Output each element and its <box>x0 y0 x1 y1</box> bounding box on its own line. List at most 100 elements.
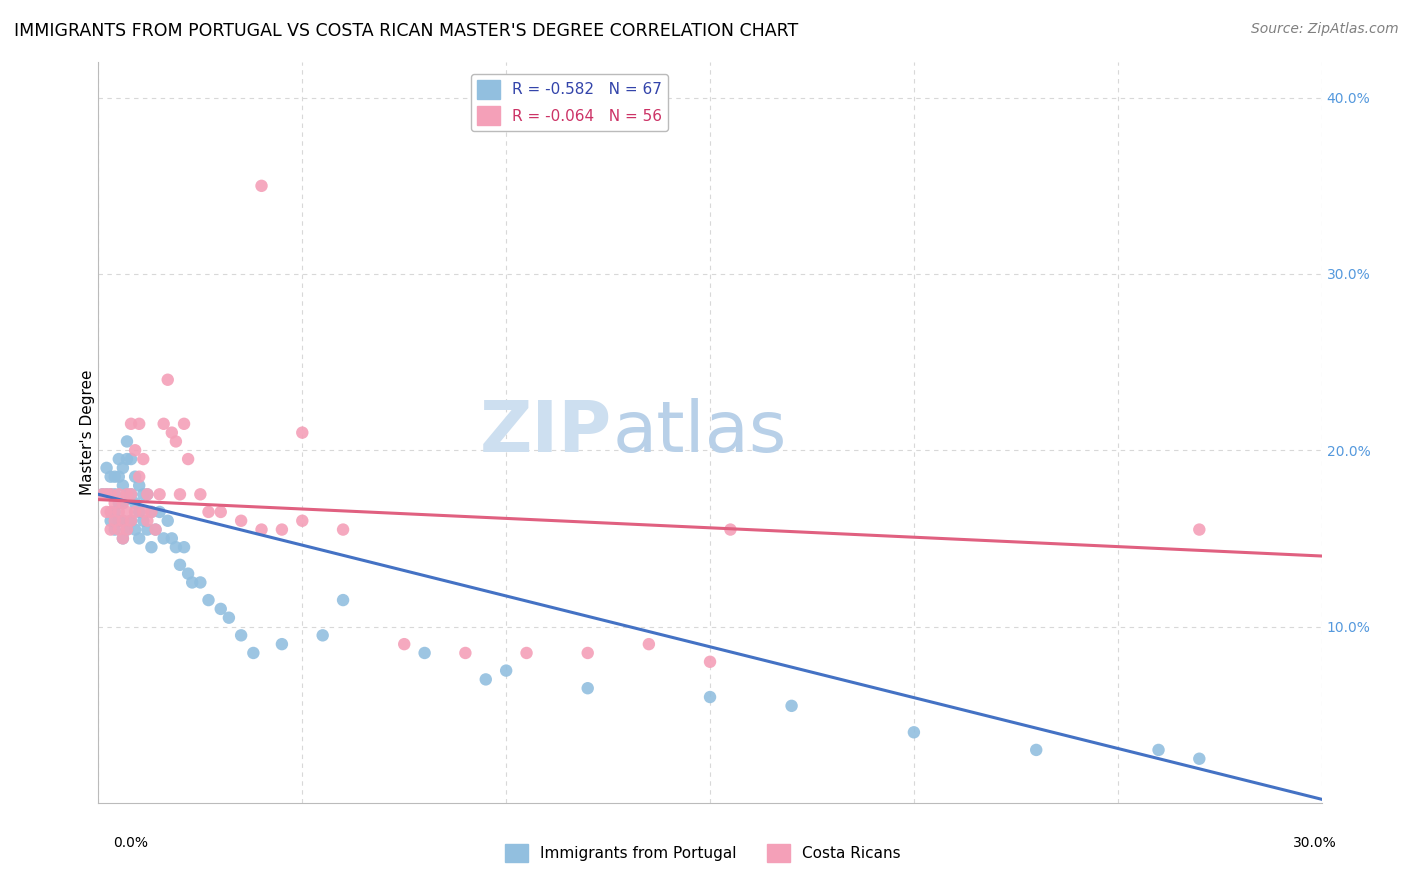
Point <box>1147 743 1170 757</box>
Point <box>120 452 142 467</box>
Point <box>156 514 179 528</box>
Point <box>169 487 191 501</box>
Point <box>100 487 122 501</box>
Point <box>132 514 155 528</box>
Point <box>128 478 150 492</box>
Point <box>100 514 122 528</box>
Point <box>231 628 253 642</box>
Point <box>115 523 138 537</box>
Text: 0.0%: 0.0% <box>114 836 148 850</box>
Point <box>165 540 187 554</box>
Point <box>637 637 661 651</box>
Point <box>165 434 187 449</box>
Y-axis label: Master's Degree: Master's Degree <box>80 370 94 495</box>
Point <box>141 540 163 554</box>
Point <box>124 523 146 537</box>
Point <box>177 566 200 581</box>
Point <box>209 505 232 519</box>
Point <box>115 487 138 501</box>
Point <box>136 514 159 528</box>
Point <box>115 487 138 501</box>
Text: ZIP: ZIP <box>479 398 612 467</box>
Point <box>177 452 200 467</box>
Point <box>108 523 131 537</box>
Point <box>108 514 131 528</box>
Point <box>188 575 212 590</box>
Point <box>141 505 163 519</box>
Point <box>104 514 127 528</box>
Point <box>270 523 294 537</box>
Text: 30.0%: 30.0% <box>1292 836 1337 850</box>
Point <box>132 505 155 519</box>
Point <box>516 646 538 660</box>
Point <box>270 637 294 651</box>
Point <box>160 532 183 546</box>
Point <box>120 487 142 501</box>
Point <box>120 487 142 501</box>
Point <box>291 425 314 440</box>
Point <box>188 487 212 501</box>
Point <box>111 532 134 546</box>
Legend: Immigrants from Portugal, Costa Ricans: Immigrants from Portugal, Costa Ricans <box>499 838 907 868</box>
Point <box>136 523 159 537</box>
Point <box>96 487 118 501</box>
Point <box>718 523 742 537</box>
Point <box>108 469 131 483</box>
Point <box>104 523 127 537</box>
Point <box>152 417 174 431</box>
Point <box>104 487 127 501</box>
Point <box>132 487 155 501</box>
Point <box>115 434 138 449</box>
Point <box>108 496 131 510</box>
Point <box>111 496 134 510</box>
Point <box>250 178 273 193</box>
Point <box>576 681 599 696</box>
Point <box>209 602 232 616</box>
Point <box>132 452 155 467</box>
Point <box>312 628 335 642</box>
Point <box>104 496 127 510</box>
Point <box>111 461 134 475</box>
Point <box>96 505 118 519</box>
Point <box>100 487 122 501</box>
Point <box>173 417 195 431</box>
Point <box>115 452 138 467</box>
Point <box>699 690 721 704</box>
Point <box>120 514 142 528</box>
Point <box>111 532 134 546</box>
Point <box>454 646 477 660</box>
Point <box>197 505 219 519</box>
Point <box>111 514 134 528</box>
Point <box>250 523 273 537</box>
Point <box>124 443 146 458</box>
Point <box>136 487 159 501</box>
Point <box>392 637 416 651</box>
Point <box>1188 523 1211 537</box>
Text: atlas: atlas <box>612 398 786 467</box>
Point <box>124 469 146 483</box>
Point <box>218 610 240 624</box>
Point <box>108 452 131 467</box>
Point <box>100 523 122 537</box>
Point <box>495 664 517 678</box>
Point <box>115 505 138 519</box>
Point <box>91 487 114 501</box>
Point <box>1025 743 1047 757</box>
Point <box>91 487 114 501</box>
Point <box>291 514 314 528</box>
Point <box>173 540 195 554</box>
Point <box>181 575 204 590</box>
Point <box>96 487 118 501</box>
Point <box>111 496 134 510</box>
Point <box>197 593 219 607</box>
Point <box>141 505 163 519</box>
Point <box>128 505 150 519</box>
Point <box>111 478 134 492</box>
Text: IMMIGRANTS FROM PORTUGAL VS COSTA RICAN MASTER'S DEGREE CORRELATION CHART: IMMIGRANTS FROM PORTUGAL VS COSTA RICAN … <box>14 22 799 40</box>
Point <box>576 646 599 660</box>
Point <box>108 487 131 501</box>
Point <box>111 514 134 528</box>
Point <box>413 646 436 660</box>
Point <box>474 673 498 687</box>
Point <box>108 505 131 519</box>
